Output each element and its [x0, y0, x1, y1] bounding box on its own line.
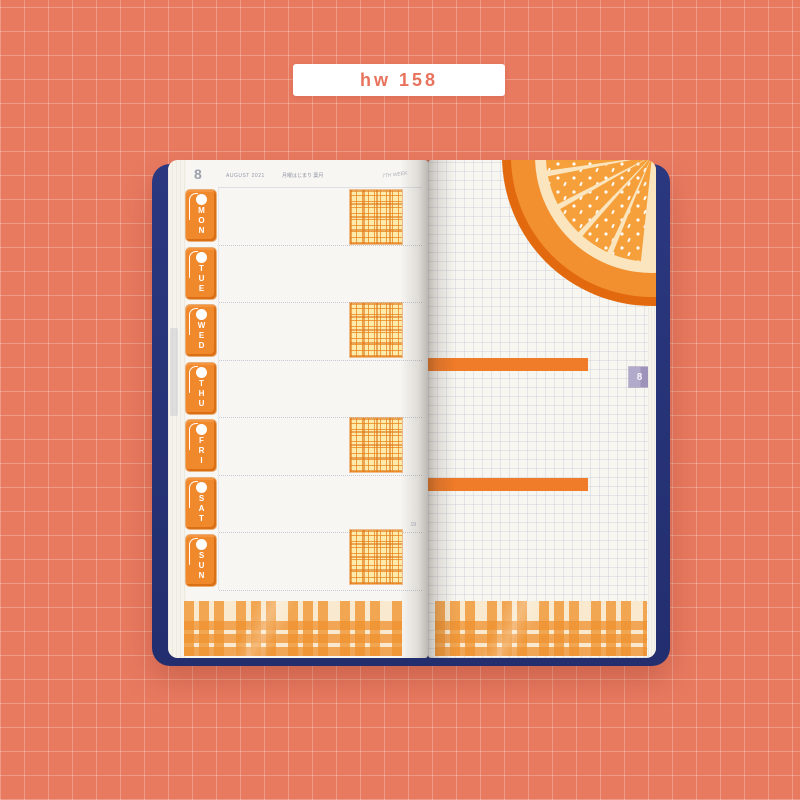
week-row [219, 188, 422, 246]
grid-sticker [350, 303, 402, 357]
highlight-bar [428, 358, 588, 371]
day-tab-mon: MON [186, 190, 216, 241]
month-name: AUGUST 2021 [226, 173, 265, 179]
date-corner-tab-text: 8 [636, 371, 643, 383]
tab-circle-icon [195, 539, 207, 550]
washi-tape-right [435, 601, 647, 656]
tab-corner-icon [189, 366, 198, 393]
page-edge-stack [648, 160, 656, 658]
day-tab-label: SUN [197, 551, 206, 581]
day-tab-label: TUE [197, 264, 206, 294]
week-row [219, 418, 422, 476]
grid-sticker [350, 418, 402, 472]
tab-circle-icon [195, 367, 207, 378]
tab-circle-icon [195, 482, 207, 493]
tab-corner-icon [189, 308, 198, 335]
orange-slice-icon [502, 160, 656, 306]
product-code-text: hw 158 [359, 69, 439, 90]
day-tab-sat: SAT [186, 478, 216, 529]
week-row [219, 246, 422, 303]
page-header: 8 AUGUST 2021 月曜はじまり 葉月 7TH WEEK [190, 164, 422, 187]
tab-circle-icon [195, 194, 207, 205]
day-tab-label: THU [197, 379, 206, 409]
month-number: 8 [194, 166, 202, 182]
week-row [219, 533, 422, 591]
tab-corner-icon [189, 251, 198, 278]
day-tab-label: MON [197, 206, 206, 236]
week-row [219, 303, 422, 361]
day-tab-label: SAT [197, 494, 206, 524]
month-jp-text: 月曜はじまり 葉月 [282, 173, 324, 179]
day-tab-tue: TUE [186, 248, 216, 299]
tab-corner-icon [189, 423, 198, 450]
tab-corner-icon [189, 193, 198, 220]
week-row [219, 476, 422, 533]
week-note: 7TH WEEK [382, 170, 409, 180]
tab-circle-icon [195, 424, 207, 435]
tab-circle-icon [195, 252, 207, 263]
washi-tape-left [184, 601, 402, 656]
tab-corner-icon [189, 481, 198, 508]
day-tab-thu: THU [186, 363, 216, 414]
left-page: 8 AUGUST 2021 月曜はじまり 葉月 7TH WEEK MON TUE [168, 160, 428, 658]
planner-book: 8 AUGUST 2021 月曜はじまり 葉月 7TH WEEK MON TUE [152, 154, 670, 666]
day-tab-label: WED [197, 321, 206, 351]
right-page: 8 [428, 160, 656, 658]
tab-circle-icon [195, 309, 207, 320]
grid-sticker [350, 530, 402, 584]
product-code-label: hw 158 [293, 64, 505, 96]
day-tab-sun: SUN [186, 535, 216, 586]
week-row [219, 361, 422, 418]
week-rows [218, 187, 422, 591]
bookmark-ribbon [170, 328, 178, 416]
day-tab-label: FRI [197, 436, 206, 466]
page-number-note: 19 [410, 522, 416, 528]
tab-corner-icon [189, 538, 198, 565]
highlight-bar [428, 478, 588, 491]
day-tab-wed: WED [186, 305, 216, 356]
day-tab-fri: FRI [186, 420, 216, 471]
date-corner-tab: 8 [629, 367, 650, 387]
grid-sticker [350, 190, 402, 244]
